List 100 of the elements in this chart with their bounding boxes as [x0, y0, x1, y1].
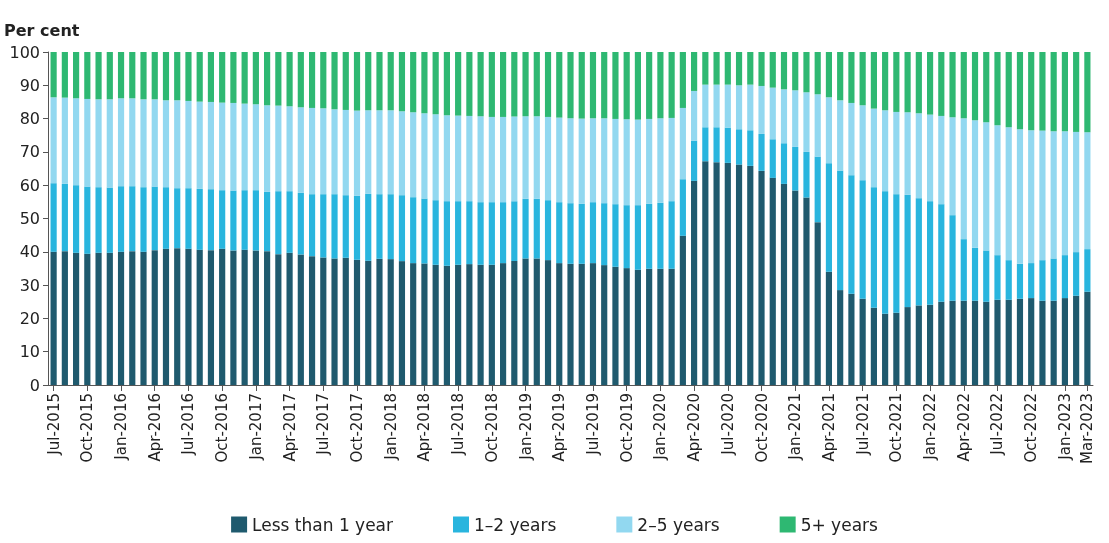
bar: [477, 116, 484, 203]
bar: [1028, 298, 1035, 385]
bar: [106, 99, 113, 188]
bar: [151, 250, 158, 385]
bar: [949, 117, 956, 216]
bar: [758, 133, 765, 171]
bar: [1073, 131, 1080, 253]
bar: [724, 162, 731, 385]
y-tick-label: 20: [19, 308, 40, 328]
bar: [308, 52, 316, 108]
bar: [455, 264, 462, 385]
bar: [140, 99, 147, 188]
bar: [275, 254, 282, 385]
bar: [410, 52, 417, 113]
bar: [106, 252, 113, 385]
x-tick-label: Jul-2021: [853, 393, 872, 456]
bar: [668, 117, 675, 202]
x-tick-label: Apr-2016: [145, 393, 164, 462]
bar: [1084, 249, 1091, 292]
bar: [1084, 291, 1091, 385]
bar: [612, 118, 619, 205]
bar: [601, 265, 608, 385]
bar: [230, 52, 237, 103]
bar: [297, 192, 304, 255]
bar: [308, 256, 316, 385]
bar: [365, 110, 372, 194]
bar: [612, 204, 619, 267]
bar: [544, 52, 552, 117]
bar: [421, 263, 428, 385]
bar: [331, 258, 338, 385]
bar: [691, 90, 698, 141]
bar: [556, 117, 563, 203]
x-tick-label: Jul-2017: [314, 393, 333, 456]
bar: [983, 301, 990, 385]
bar: [1050, 300, 1057, 385]
bar: [713, 162, 720, 385]
bar: [882, 110, 889, 192]
bar: [1061, 255, 1068, 299]
bar: [1028, 130, 1035, 264]
bar: [275, 52, 282, 106]
bar: [848, 52, 855, 103]
bar: [398, 195, 406, 262]
bar: [488, 52, 495, 117]
legend-label: Less than 1 year: [252, 514, 394, 535]
bar: [443, 115, 450, 202]
bar: [1028, 263, 1035, 299]
bar: [466, 52, 473, 116]
bar: [1028, 52, 1035, 131]
bar: [893, 194, 900, 313]
bar: [511, 201, 518, 262]
bar: [747, 130, 754, 166]
bar: [264, 105, 271, 192]
bar: [825, 97, 833, 164]
y-tick-label: 60: [19, 175, 40, 195]
bar: [578, 118, 585, 204]
bar: [825, 52, 833, 98]
bar: [1039, 130, 1046, 261]
bar: [589, 263, 597, 385]
bar: [792, 90, 799, 147]
bar: [219, 248, 226, 385]
bar: [117, 251, 125, 385]
bar: [792, 190, 799, 385]
bar: [533, 52, 540, 117]
bar: [241, 52, 248, 104]
bar: [477, 52, 484, 117]
bar: [477, 202, 484, 265]
bar: [95, 187, 102, 253]
bar: [432, 264, 439, 385]
bar: [578, 52, 585, 119]
bar: [983, 250, 990, 302]
bar: [702, 161, 709, 385]
x-tick-label: Jan-2016: [112, 393, 131, 461]
bar: [983, 122, 990, 251]
bar: [1061, 298, 1068, 385]
bar: [219, 52, 226, 103]
bar: [713, 127, 720, 163]
x-tick-label: Apr-2017: [280, 393, 299, 462]
bar: [971, 52, 979, 121]
x-tick-label: Jul-2018: [449, 393, 468, 456]
bar: [230, 250, 237, 385]
bar: [297, 52, 304, 108]
bar: [376, 110, 383, 195]
bar: [713, 84, 720, 128]
bar: [331, 194, 338, 259]
bar: [691, 140, 698, 181]
bar: [904, 307, 911, 385]
bar: [870, 52, 877, 109]
bar: [882, 313, 889, 385]
bar: [544, 116, 552, 201]
bar: [398, 261, 406, 385]
bar: [735, 52, 743, 86]
bar: [410, 263, 417, 385]
bar: [207, 101, 215, 190]
bar: [747, 52, 754, 85]
bar: [904, 112, 911, 195]
bar: [769, 177, 776, 385]
y-tick-label: 10: [19, 342, 40, 362]
bar: [702, 52, 709, 85]
bar: [308, 194, 316, 257]
bar: [634, 52, 642, 120]
